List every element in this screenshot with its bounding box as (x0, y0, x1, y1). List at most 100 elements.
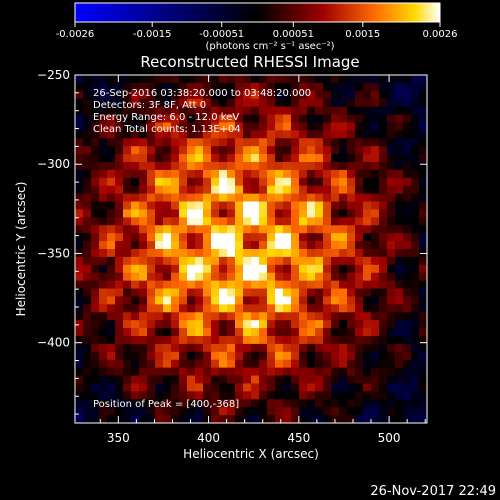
heatmap-cell (99, 328, 108, 337)
heatmap-cell (323, 383, 332, 392)
annotation-detectors: Detectors: 3F 8F, Att 0 (93, 100, 206, 111)
heatmap-cell (235, 296, 244, 305)
heatmap-cell (131, 193, 140, 203)
heatmap-cell (283, 280, 292, 290)
heatmap-cell (363, 296, 372, 305)
heatmap-cell (307, 367, 316, 377)
heatmap-cell (243, 343, 252, 353)
heatmap-cell (219, 209, 228, 218)
heatmap-cell (275, 312, 284, 321)
heatmap-cell (219, 169, 228, 179)
heatmap-cell (259, 177, 268, 187)
heatmap-cell (379, 288, 388, 298)
heatmap-cell (115, 225, 124, 234)
heatmap-cell (91, 399, 100, 408)
heatmap-cell (299, 415, 308, 423)
heatmap-cell (123, 241, 132, 250)
heatmap-cell (235, 122, 244, 131)
heatmap-cell (395, 391, 404, 400)
heatmap-cell (387, 82, 396, 92)
heatmap-cell (379, 359, 388, 369)
heatmap-cell (99, 114, 108, 124)
heatmap-cell (107, 154, 116, 163)
heatmap-cell (227, 288, 236, 298)
heatmap-cell (107, 201, 116, 211)
heatmap-cell (131, 304, 140, 313)
heatmap-cell (91, 185, 100, 195)
heatmap-cell (387, 320, 396, 329)
heatmap-cell (203, 162, 212, 171)
heatmap-cell (331, 138, 340, 147)
heatmap-cell (155, 185, 164, 195)
heatmap-cell (379, 375, 388, 385)
heatmap-cell (163, 233, 172, 242)
heatmap-cell (291, 351, 300, 361)
heatmap-cell (387, 177, 396, 187)
heatmap-cell (411, 154, 420, 163)
heatmap-cell (131, 162, 140, 171)
heatmap-cell (347, 177, 356, 187)
heatmap-cell (211, 343, 220, 353)
heatmap-cell (267, 399, 276, 408)
heatmap-cell (171, 312, 180, 321)
heatmap-cell (267, 138, 276, 147)
heatmap-cell (163, 391, 172, 400)
heatmap-cell (363, 75, 372, 84)
heatmap-cell (363, 280, 372, 290)
heatmap-cell (83, 391, 92, 400)
heatmap-cell (379, 264, 388, 274)
heatmap-cell (299, 336, 308, 345)
heatmap-cell (131, 336, 140, 345)
heatmap-cell (203, 201, 212, 211)
heatmap-cell (315, 383, 324, 392)
heatmap-cell (83, 280, 92, 290)
heatmap-cell (299, 177, 308, 187)
heatmap-cell (107, 383, 116, 392)
heatmap-cell (107, 98, 116, 108)
heatmap-cell (275, 288, 284, 298)
heatmap-cell (179, 217, 188, 226)
heatmap-cell (227, 399, 236, 408)
heatmap-cell (163, 256, 172, 266)
heatmap-cell (203, 367, 212, 377)
heatmap-cell (411, 320, 420, 329)
heatmap-cell (419, 256, 427, 266)
heatmap-cell (387, 343, 396, 353)
heatmap-cell (75, 106, 84, 116)
heatmap-cell (131, 256, 140, 266)
heatmap-cell (251, 391, 260, 400)
heatmap-cell (395, 296, 404, 305)
heatmap-cell (227, 391, 236, 400)
heatmap-cell (283, 296, 292, 305)
heatmap-cell (387, 249, 396, 258)
heatmap-cell (131, 249, 140, 258)
heatmap-cell (227, 146, 236, 155)
heatmap-cell (291, 375, 300, 385)
heatmap-cell (275, 343, 284, 353)
heatmap-cell (115, 359, 124, 369)
heatmap-cell (227, 351, 236, 361)
heatmap-cell (403, 201, 412, 211)
heatmap-cell (267, 296, 276, 305)
heatmap-cell (83, 249, 92, 258)
heatmap-cell (75, 169, 84, 179)
heatmap-cell (299, 367, 308, 377)
heatmap-cell (187, 169, 196, 179)
heatmap-cell (291, 130, 300, 139)
heatmap-cell (395, 375, 404, 385)
heatmap-cell (115, 328, 124, 337)
heatmap-cell (147, 82, 156, 92)
heatmap-cell (211, 98, 220, 108)
heatmap-cell (211, 146, 220, 155)
heatmap-cell (107, 280, 116, 290)
heatmap-cell (275, 391, 284, 400)
heatmap-cell (243, 233, 252, 242)
heatmap-cell (355, 336, 364, 345)
heatmap-cell (139, 90, 148, 100)
heatmap-cell (299, 209, 308, 218)
heatmap-cell (323, 272, 332, 282)
heatmap-cell (99, 399, 108, 408)
heatmap-cell (179, 146, 188, 155)
heatmap-cell (211, 82, 220, 92)
heatmap-cell (355, 75, 364, 84)
